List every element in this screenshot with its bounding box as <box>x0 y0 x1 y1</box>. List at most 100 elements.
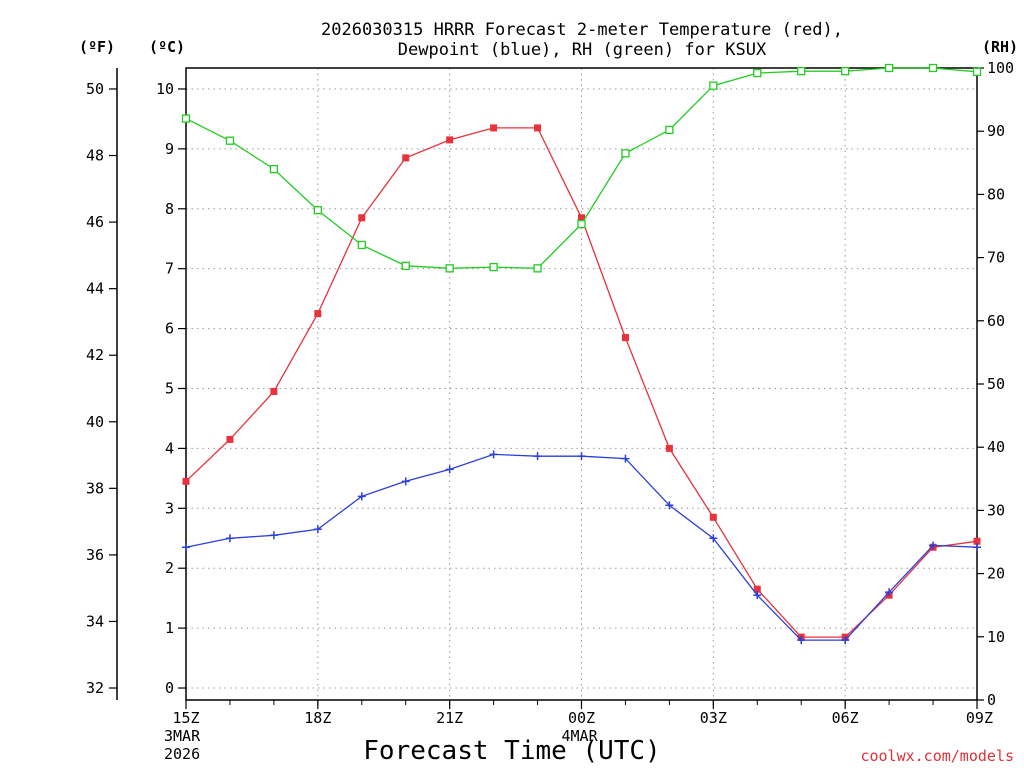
data-point <box>665 501 674 510</box>
x-tick-label: 00Z <box>568 709 595 727</box>
data-point <box>577 452 586 461</box>
data-point <box>489 450 498 459</box>
celsius-tick-label: 7 <box>165 260 174 278</box>
series-group <box>182 450 981 645</box>
rh-tick-label: 70 <box>987 249 1005 267</box>
data-point <box>445 465 454 474</box>
x-tick-label: 06Z <box>832 709 859 727</box>
data-point <box>313 525 322 534</box>
data-point <box>225 136 235 145</box>
rh-tick-label: 100 <box>987 59 1014 77</box>
data-point <box>313 206 322 215</box>
data-point <box>533 452 542 461</box>
x-tick-label: 03Z <box>700 709 727 727</box>
data-point <box>489 262 498 272</box>
x-tick-year-label: 2026 <box>164 745 200 763</box>
fahrenheit-tick-label: 50 <box>86 80 104 98</box>
celsius-tick-label: 10 <box>156 80 174 98</box>
data-point <box>358 214 366 222</box>
data-point <box>226 435 234 443</box>
fahrenheit-tick-label: 46 <box>86 213 104 231</box>
data-point <box>972 67 982 76</box>
data-point <box>269 531 278 540</box>
data-point <box>225 534 234 543</box>
fahrenheit-tick-label: 36 <box>86 546 104 564</box>
data-point <box>401 477 410 486</box>
data-point <box>445 264 454 273</box>
rh-tick-label: 0 <box>987 691 996 709</box>
celsius-tick-label: 9 <box>165 140 174 158</box>
fahrenheit-tick-label: 38 <box>86 479 104 497</box>
x-tick-label: 18Z <box>304 709 331 727</box>
data-point <box>401 261 410 270</box>
data-point <box>182 477 190 485</box>
data-point <box>181 114 191 123</box>
data-point <box>709 534 718 543</box>
fahrenheit-tick-label: 32 <box>86 679 104 697</box>
celsius-tick-label: 3 <box>165 499 174 517</box>
x-tick-label: 15Z <box>172 709 199 727</box>
data-point <box>534 124 542 132</box>
series-group <box>181 63 982 273</box>
data-point <box>578 214 585 222</box>
data-point <box>314 310 322 318</box>
data-point <box>621 454 630 463</box>
data-point <box>885 588 894 597</box>
celsius-unit-label: (ºC) <box>149 38 185 56</box>
data-point <box>446 136 454 144</box>
rh-tick-label: 20 <box>987 565 1005 583</box>
data-point <box>270 387 278 395</box>
celsius-tick-label: 5 <box>165 379 174 397</box>
data-point <box>357 240 366 250</box>
x-tick-date-label: 3MAR <box>164 727 201 745</box>
data-point <box>797 67 806 76</box>
fahrenheit-tick-label: 40 <box>86 413 104 431</box>
rh-unit-label: (RH) <box>982 38 1018 56</box>
data-point <box>797 636 806 645</box>
data-point <box>709 81 718 90</box>
fahrenheit-tick-label: 44 <box>86 280 104 298</box>
credit-text: coolwx.com/models <box>860 747 1014 765</box>
data-point <box>973 537 981 545</box>
rh-tick-label: 50 <box>987 375 1005 393</box>
data-point <box>621 334 629 342</box>
celsius-tick-label: 1 <box>165 619 174 637</box>
x-tick-date-label: 4MAR <box>562 727 599 745</box>
data-series <box>181 63 982 645</box>
data-point <box>182 543 190 552</box>
rh-tick-label: 10 <box>987 628 1005 646</box>
data-point <box>533 264 542 273</box>
celsius-tick-label: 2 <box>165 559 174 577</box>
data-point <box>841 636 850 645</box>
celsius-tick-label: 4 <box>165 439 174 457</box>
rh-tick-label: 60 <box>987 312 1005 330</box>
x-tick-label: 21Z <box>436 709 463 727</box>
data-point <box>577 219 586 229</box>
fahrenheit-tick-label: 48 <box>86 147 104 165</box>
data-point <box>709 513 717 521</box>
data-point <box>973 543 981 552</box>
data-point <box>928 63 938 73</box>
data-point <box>884 63 894 73</box>
data-point <box>665 444 673 452</box>
chart-title-line-1: 2026030315 HRRR Forecast 2-meter Tempera… <box>321 20 843 40</box>
chart-axes: 3234363840424446485001234567891001020304… <box>86 59 1014 763</box>
chart-title-line-2: Dewpoint (blue), RH (green) for KSUX <box>398 40 767 60</box>
data-point <box>490 124 498 132</box>
data-point <box>929 541 938 550</box>
data-point <box>621 149 630 158</box>
rh-tick-label: 90 <box>987 122 1005 140</box>
celsius-tick-label: 8 <box>165 200 174 218</box>
rh-tick-label: 40 <box>987 438 1005 456</box>
data-point <box>357 492 366 501</box>
grid-lines <box>186 68 977 700</box>
data-point <box>753 591 762 600</box>
x-axis-label: Forecast Time (UTC) <box>363 736 660 766</box>
data-point <box>402 154 410 162</box>
fahrenheit-unit-label: (ºF) <box>79 38 115 56</box>
data-point <box>753 585 761 593</box>
data-point <box>841 67 850 76</box>
data-point <box>665 125 674 135</box>
x-tick-label: 09Z <box>966 709 993 727</box>
rh-tick-label: 30 <box>987 501 1005 519</box>
